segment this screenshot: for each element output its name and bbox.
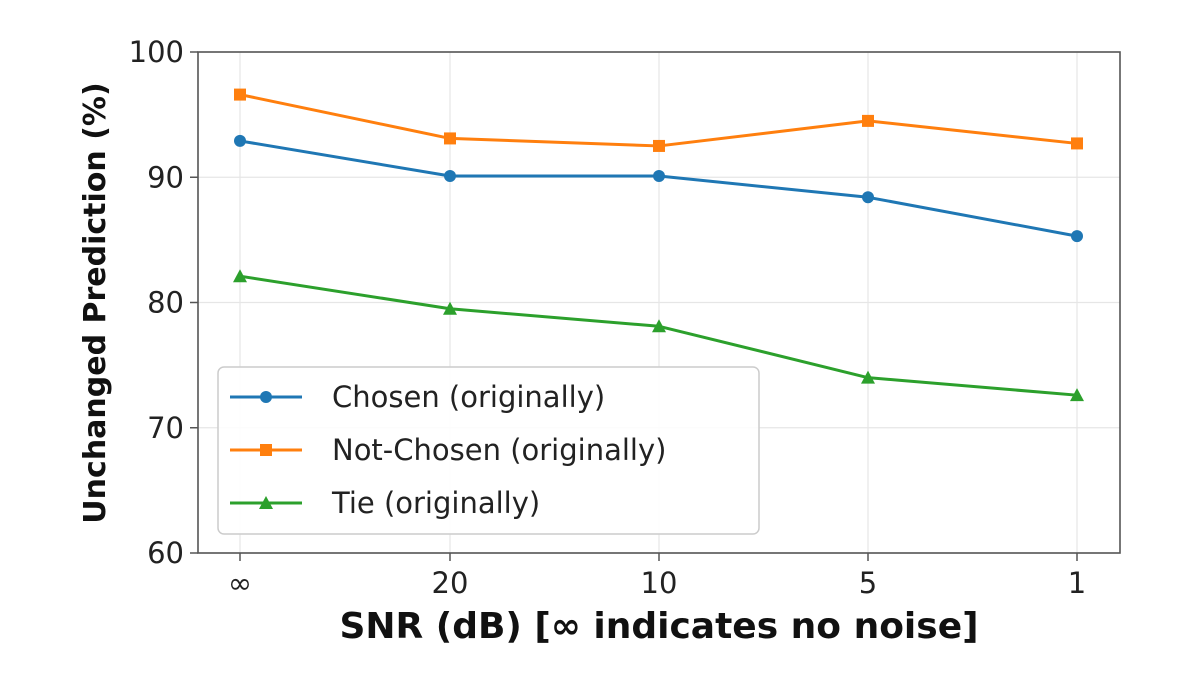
x-axis-label: SNR (dB) [∞ indicates no noise] (339, 606, 978, 647)
data-point-not-chosen (653, 139, 665, 152)
data-point-not-chosen (444, 132, 456, 145)
legend: Chosen (originally) Not-Chosen (originall… (217, 366, 760, 535)
data-point-not-chosen (234, 88, 246, 101)
legend-marker-tie (259, 496, 273, 509)
data-point-tie (1070, 388, 1084, 402)
data-point-tie (861, 370, 875, 384)
x-tick-label: 5 (859, 566, 877, 600)
legend-label-not-chosen: Not-Chosen (originally) (332, 433, 666, 467)
data-point-not-chosen (1071, 137, 1083, 150)
x-tick-label: 10 (641, 566, 678, 600)
data-point-chosen (444, 169, 456, 182)
data-point-not-chosen (862, 114, 874, 127)
x-tick-label: 1 (1068, 566, 1086, 600)
legend-marker-not-chosen (260, 444, 272, 456)
data-point-tie (652, 319, 666, 333)
x-tick-label: 20 (432, 566, 469, 600)
y-tick-label: 90 (147, 160, 184, 194)
legend-box (217, 366, 760, 535)
y-tick-label: 70 (147, 411, 184, 445)
data-point-tie (233, 269, 247, 283)
y-tick-label: 60 (147, 536, 184, 570)
data-point-chosen (862, 191, 874, 204)
data-point-chosen (653, 169, 665, 182)
data-point-chosen (234, 134, 246, 147)
y-axis-label: Unchanged Prediction (%) (78, 82, 113, 523)
data-point-chosen (1071, 230, 1083, 243)
legend-marker-chosen (260, 391, 272, 403)
series-lines (233, 88, 1084, 402)
x-axis-ticks: ∞ 20 10 5 1 (228, 553, 1086, 600)
y-tick-label: 80 (147, 286, 184, 320)
legend-label-chosen: Chosen (originally) (332, 380, 605, 414)
y-axis-ticks: 60 70 80 90 100 (129, 35, 198, 570)
x-tick-label: ∞ (228, 566, 252, 600)
legend-label-tie: Tie (originally) (331, 486, 540, 520)
y-tick-label: 100 (129, 35, 184, 69)
data-point-tie (443, 301, 457, 315)
